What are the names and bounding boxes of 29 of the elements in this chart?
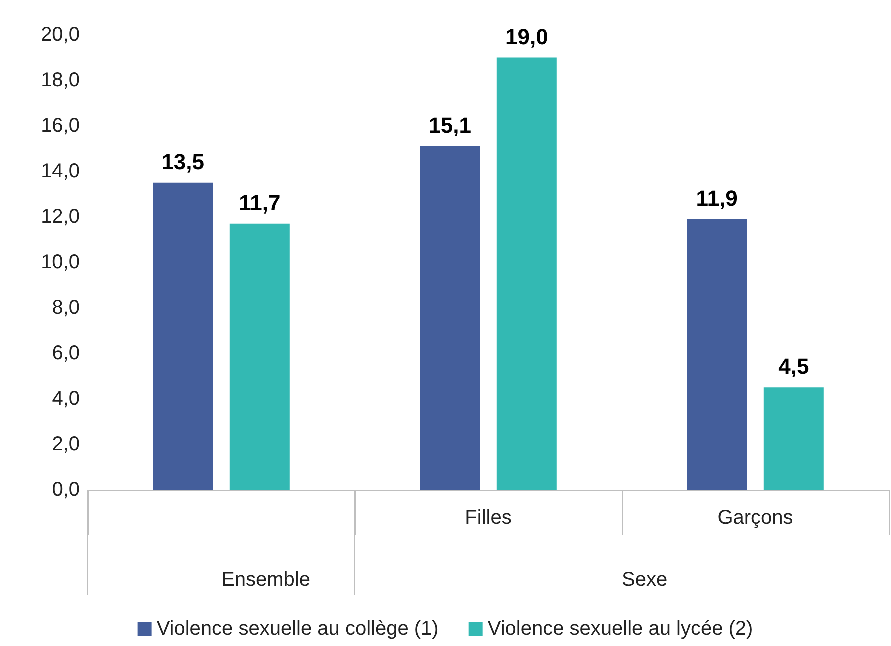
legend-label: Violence sexuelle au collège (1)	[156, 618, 439, 640]
data-label: 19,0	[505, 24, 548, 50]
y-tick-label: 4,0	[52, 388, 80, 410]
legend-label: Violence sexuelle au lycée (2)	[488, 618, 754, 640]
bar	[764, 388, 824, 490]
y-tick-label: 18,0	[41, 70, 80, 92]
y-tick-label: 12,0	[41, 206, 80, 228]
data-label: 11,7	[239, 190, 281, 216]
x-tick-label: Filles	[465, 507, 512, 529]
data-label: 13,5	[162, 149, 205, 174]
y-tick-label: 8,0	[52, 297, 80, 319]
bar	[230, 224, 290, 490]
text: Sexe	[622, 569, 668, 591]
y-tick-label: 0,0	[52, 479, 80, 501]
data-label: 15,1	[428, 112, 472, 138]
bar	[496, 58, 557, 490]
data-label: 4,5	[778, 354, 810, 380]
y-tick-label: 16,0	[41, 115, 80, 137]
bar	[420, 146, 480, 490]
text: Ensemble	[222, 569, 310, 591]
bar	[687, 219, 748, 490]
data-label: 11,9	[696, 186, 738, 211]
x-tick-label: Garçons	[718, 507, 794, 529]
y-tick-label: 2,0	[52, 434, 80, 456]
y-tick-label: 10,0	[41, 252, 80, 274]
y-tick-label: 6,0	[52, 342, 80, 364]
bar	[153, 182, 214, 490]
y-tick-label: 20,0	[41, 24, 80, 46]
y-tick-label: 14,0	[41, 160, 80, 182]
